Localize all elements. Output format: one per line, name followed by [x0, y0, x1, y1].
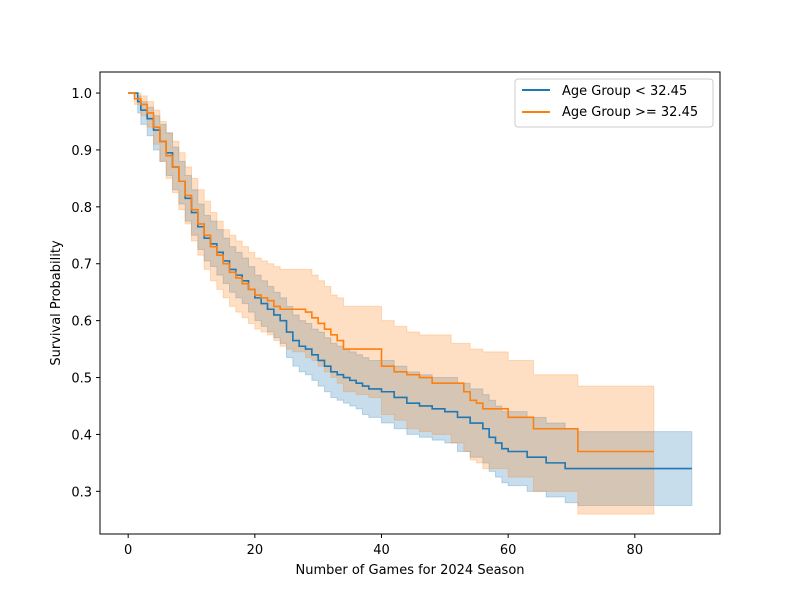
y-tick-label: 0.7	[71, 258, 92, 273]
y-tick-label: 0.8	[71, 201, 92, 216]
legend-label-young: Age Group < 32.45	[562, 84, 687, 99]
y-tick-label: 0.9	[71, 144, 92, 159]
survival-line-old	[128, 92, 654, 453]
x-axis-ticks: 0 20 40 60 80	[124, 534, 643, 558]
x-tick-label: 0	[124, 543, 132, 558]
legend: Age Group < 32.45 Age Group >= 32.45	[514, 78, 714, 128]
x-axis-label: Number of Games for 2024 Season	[295, 563, 524, 578]
confidence-bands	[128, 92, 693, 515]
y-axis-label: Survival Probability	[49, 240, 64, 366]
x-tick-label: 40	[373, 543, 390, 558]
y-tick-label: 0.4	[71, 428, 92, 443]
x-tick-label: 20	[247, 543, 264, 558]
y-axis-ticks: 0.3 0.4 0.5 0.6 0.7 0.8 0.9 1.0	[71, 87, 100, 500]
ci-band-old	[128, 92, 655, 515]
plot-frame	[99, 71, 721, 535]
y-tick-label: 1.0	[71, 87, 92, 102]
y-tick-label: 0.3	[71, 485, 92, 500]
survival-lines	[128, 92, 692, 470]
ci-band-young	[128, 92, 693, 507]
y-tick-label: 0.6	[71, 315, 92, 330]
survival-line-young	[128, 92, 692, 470]
legend-box	[514, 78, 714, 128]
y-tick-label: 0.5	[71, 372, 92, 387]
legend-label-old: Age Group >= 32.45	[562, 105, 698, 120]
x-tick-label: 80	[627, 543, 644, 558]
x-tick-label: 60	[500, 543, 517, 558]
